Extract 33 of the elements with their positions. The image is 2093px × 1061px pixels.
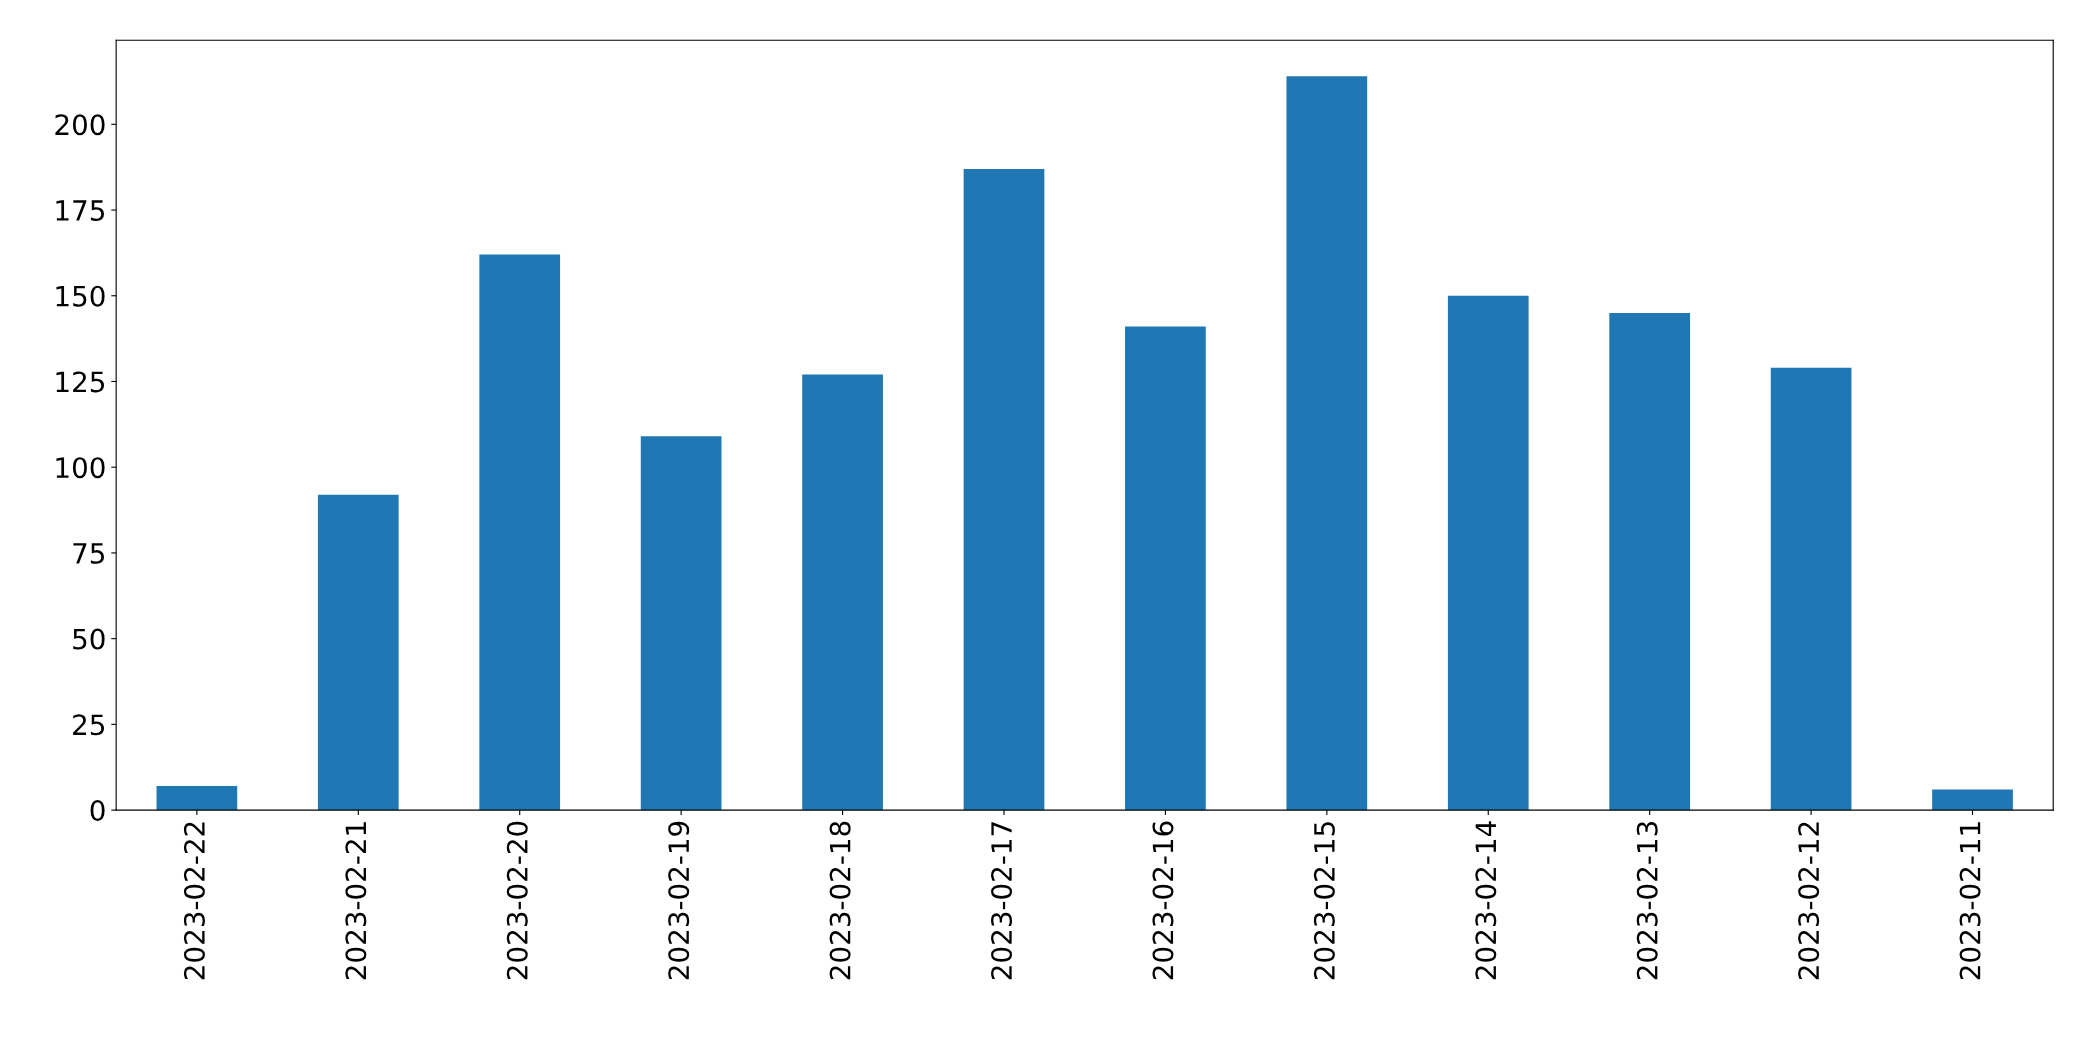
y-tick-label: 0 [90, 800, 105, 822]
y-tick-label: 75 [73, 543, 105, 564]
y-tick-label: 200 [55, 114, 105, 136]
bar [963, 168, 1045, 811]
x-tick-label: 2023-02-15 [1313, 822, 1335, 980]
x-tick-label: 2023-02-22 [183, 822, 205, 980]
x-tick-label: 2023-02-16 [1152, 821, 1174, 980]
bar [1932, 789, 2013, 811]
bar [1770, 367, 1852, 811]
y-tick-label: 100 [56, 457, 105, 479]
x-tick-label: 2023-02-19 [668, 821, 690, 980]
bar [1125, 326, 1206, 811]
x-tick-label: 2023-02-11 [1959, 822, 1981, 980]
bar [317, 494, 399, 811]
y-tick-label: 25 [73, 714, 105, 736]
bar [156, 786, 238, 811]
y-tick-label: 125 [56, 371, 105, 393]
x-tick-label: 2023-02-18 [829, 821, 851, 980]
x-tick-label: 2023-02-21 [345, 822, 367, 980]
x-tick-label: 2023-02-17 [991, 822, 1013, 980]
y-tick-label: 175 [56, 200, 105, 221]
x-tick-label: 2023-02-12 [1798, 822, 1820, 980]
x-tick-label: 2023-02-14 [1475, 821, 1497, 980]
x-tick-label: 2023-02-13 [1636, 822, 1658, 980]
bar [1286, 76, 1368, 811]
x-tick-label: 2023-02-20 [506, 821, 528, 980]
y-tick-label: 150 [56, 285, 105, 307]
bar [1447, 295, 1529, 811]
bar [1609, 312, 1691, 811]
bar [479, 254, 561, 811]
bar [802, 374, 883, 811]
bar [640, 436, 722, 811]
y-tick-label: 50 [73, 628, 105, 650]
